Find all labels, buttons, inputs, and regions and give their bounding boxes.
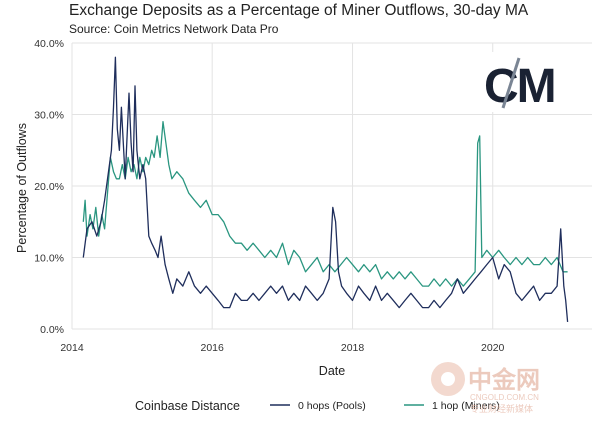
x-tick-label: 2014 <box>60 342 84 354</box>
y-axis-ticks: 0.0% 10.0% 20.0% 30.0% 40.0% <box>34 38 64 336</box>
x-tick-label: 2016 <box>200 342 224 354</box>
x-axis-label: Date <box>319 364 345 378</box>
y-tick-label: 10.0% <box>34 253 64 265</box>
series-line-miners <box>82 121 568 287</box>
x-tick-label: 2020 <box>481 342 505 354</box>
legend: Coinbase Distance 0 hops (Pools) 1 hop (… <box>135 399 500 413</box>
y-tick-label: 30.0% <box>34 110 64 122</box>
gridlines <box>71 42 592 330</box>
series-line-pools <box>82 56 569 322</box>
watermark-subtext: CNGOLD.COM.CN <box>470 393 539 402</box>
legend-label-pools: 0 hops (Pools) <box>298 400 366 412</box>
watermark-text: 中金网 <box>468 366 540 394</box>
logo-text: CM <box>484 60 555 113</box>
legend-title: Coinbase Distance <box>135 399 240 413</box>
series-lines <box>82 56 569 322</box>
watermark: 中金网 CNGOLD.COM.CN 专业财经新媒体 <box>431 362 540 414</box>
chart-title: Exchange Deposits as a Percentage of Min… <box>69 2 529 19</box>
x-tick-label: 2018 <box>341 342 365 354</box>
y-tick-label: 0.0% <box>40 324 64 336</box>
x-axis-ticks: 2014 2016 2018 2020 <box>60 342 504 354</box>
legend-label-miners: 1 hop (Miners) <box>432 400 500 412</box>
watermark-tagline: 专业财经新媒体 <box>470 403 533 414</box>
y-tick-label: 20.0% <box>34 181 64 193</box>
y-axis-label: Percentage of Outflows <box>15 123 29 253</box>
y-tick-label: 40.0% <box>34 38 64 50</box>
cm-logo: CM <box>478 52 576 113</box>
logo-slash-icon <box>501 57 521 109</box>
chart-subtitle: Source: Coin Metrics Network Data Pro <box>69 22 279 36</box>
